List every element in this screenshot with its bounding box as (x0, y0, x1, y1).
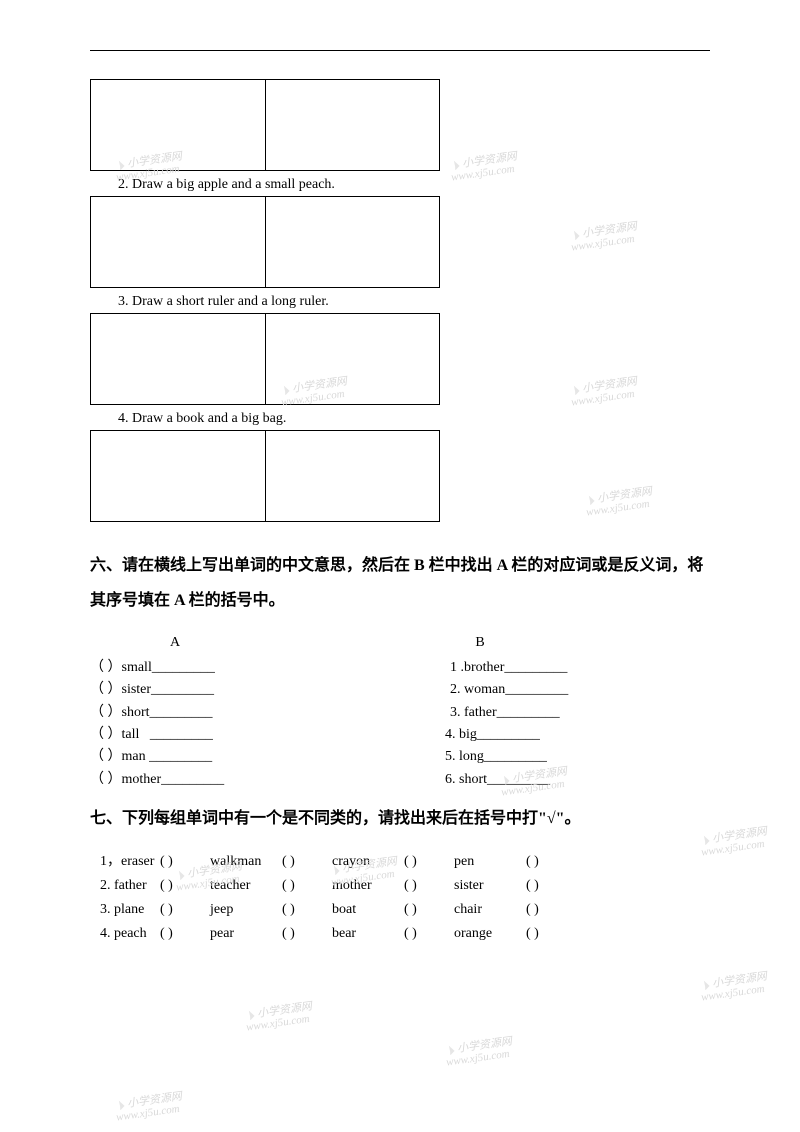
colB-item: 5. long_________ (445, 746, 710, 768)
instruction-2: 2. Draw a big apple and a small peach. (118, 177, 710, 193)
word: sister (454, 874, 526, 898)
colA-item: （ ）tall _________ (90, 724, 400, 746)
section7-row: 1，eraser ( ) walkman ( ) crayon ( ) pen … (100, 850, 710, 874)
word: pen (454, 850, 526, 874)
word: bear (332, 922, 404, 946)
instruction-4: 4. Draw a book and a big bag. (118, 411, 710, 427)
instruction-3: 3. Draw a short ruler and a long ruler. (118, 294, 710, 310)
section7-row: 4. peach ( ) pear ( ) bear ( ) orange ( … (100, 922, 710, 946)
colA-item: （ ）short_________ (90, 702, 400, 724)
paren: ( ) (282, 850, 332, 874)
paren: ( ) (526, 922, 576, 946)
section6-columns: A （ ）small_________ （ ）sister_________ （… (90, 632, 710, 791)
colB-item: 3. father_________ (450, 702, 710, 724)
watermark-icon: 小学资源网www.xj5u.com (444, 1035, 515, 1068)
colB-item: 2. woman_________ (450, 679, 710, 701)
paren: ( ) (160, 850, 210, 874)
draw-box-pair-1 (90, 79, 440, 171)
draw-box-4b (266, 430, 441, 522)
section7-row: 3. plane ( ) jeep ( ) boat ( ) chair ( ) (100, 898, 710, 922)
paren: ( ) (526, 898, 576, 922)
paren: ( ) (160, 874, 210, 898)
word: crayon (332, 850, 404, 874)
section7-rows: 1，eraser ( ) walkman ( ) crayon ( ) pen … (90, 850, 710, 945)
draw-box-2a (90, 196, 266, 288)
word: jeep (210, 898, 282, 922)
word: mother (332, 874, 404, 898)
paren: ( ) (404, 922, 454, 946)
row-num: 2. father (100, 874, 160, 898)
top-rule (90, 50, 710, 51)
col-b-header: B (430, 632, 530, 654)
draw-box-2b (266, 196, 441, 288)
word: chair (454, 898, 526, 922)
word: orange (454, 922, 526, 946)
paren: ( ) (160, 922, 210, 946)
word: boat (332, 898, 404, 922)
paren: ( ) (526, 874, 576, 898)
watermark-icon: 小学资源网www.xj5u.com (244, 1000, 315, 1033)
draw-box-pair-4 (90, 430, 440, 522)
paren: ( ) (404, 898, 454, 922)
paren: ( ) (282, 898, 332, 922)
colA-item: （ ）sister_________ (90, 679, 400, 701)
row-num: 4. peach (100, 922, 160, 946)
paren: ( ) (404, 874, 454, 898)
col-a-header: A (90, 632, 260, 654)
paren: ( ) (160, 898, 210, 922)
draw-box-3a (90, 313, 266, 405)
colB-item: 4. big_________ (445, 724, 710, 746)
colA-item: （ ）small_________ (90, 657, 400, 679)
draw-box-row-3 (90, 313, 710, 405)
draw-box-1a (90, 79, 266, 171)
colB-item: 1 .brother_________ (450, 657, 710, 679)
paren: ( ) (282, 874, 332, 898)
section6-col-a: A （ ）small_________ （ ）sister_________ （… (90, 632, 400, 791)
colA-item: （ ）man _________ (90, 746, 400, 768)
row-num: 3. plane (100, 898, 160, 922)
draw-box-pair-2 (90, 196, 440, 288)
watermark-icon: 小学资源网www.xj5u.com (114, 1090, 185, 1123)
word: pear (210, 922, 282, 946)
draw-box-1b (266, 79, 441, 171)
draw-box-4a (90, 430, 266, 522)
draw-box-3b (266, 313, 441, 405)
section7-title: 七、下列每组单词中有一个是不同类的，请找出来后在括号中打"√"。 (90, 801, 710, 836)
paren: ( ) (404, 850, 454, 874)
draw-box-row-1 (90, 79, 710, 171)
section6-col-b: B 1 .brother_________ 2. woman_________ … (400, 632, 710, 791)
draw-box-pair-3 (90, 313, 440, 405)
section7-row: 2. father ( ) teacher ( ) mother ( ) sis… (100, 874, 710, 898)
paren: ( ) (282, 922, 332, 946)
watermark-icon: 小学资源网www.xj5u.com (699, 970, 770, 1003)
draw-box-row-2 (90, 196, 710, 288)
word: walkman (210, 850, 282, 874)
section6-title: 六、请在横线上写出单词的中文意思，然后在 B 栏中找出 A 栏的对应词或是反义词… (90, 548, 710, 618)
colA-item: （ ）mother_________ (90, 769, 400, 791)
word: teacher (210, 874, 282, 898)
colB-item: 6. short_________ (445, 769, 710, 791)
row-num: 1，eraser (100, 850, 160, 874)
paren: ( ) (526, 850, 576, 874)
draw-box-row-4 (90, 430, 710, 522)
